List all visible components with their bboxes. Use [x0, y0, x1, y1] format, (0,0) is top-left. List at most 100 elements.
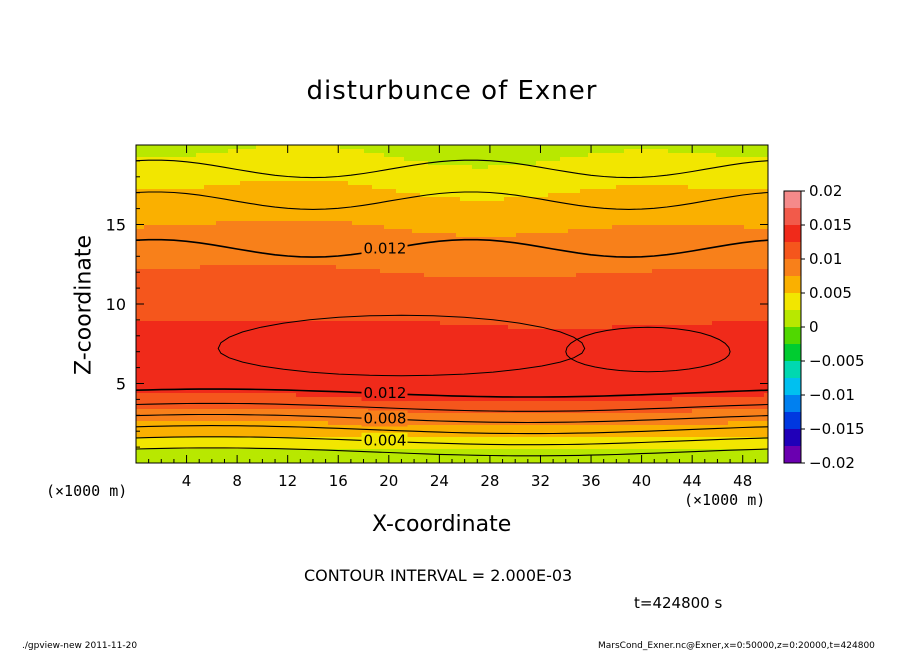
field-cell	[348, 181, 353, 186]
field-cell	[644, 241, 649, 246]
field-cell	[728, 165, 733, 170]
field-cell	[704, 253, 709, 258]
field-cell	[652, 249, 657, 254]
field-cell	[396, 193, 401, 198]
field-cell	[464, 241, 469, 246]
field-cell	[384, 193, 389, 198]
field-cell	[764, 237, 768, 242]
field-cell	[428, 185, 433, 190]
field-cell	[672, 161, 677, 166]
field-cell	[232, 145, 237, 150]
field-cell	[472, 201, 477, 206]
field-cell	[412, 201, 417, 206]
field-cell	[288, 169, 293, 174]
field-cell	[228, 265, 233, 270]
field-cell	[144, 265, 149, 270]
field-cell	[476, 153, 481, 158]
field-cell	[260, 205, 265, 210]
field-cell	[216, 149, 221, 154]
field-cell	[168, 197, 173, 202]
field-cell	[232, 261, 237, 266]
field-cell	[572, 189, 577, 194]
field-cell	[548, 189, 553, 194]
field-cell	[580, 165, 585, 170]
field-cell	[268, 201, 273, 206]
field-cell	[464, 193, 469, 198]
field-cell	[324, 217, 329, 222]
field-cell	[496, 193, 501, 198]
field-cell	[472, 145, 477, 150]
field-cell	[432, 265, 437, 270]
field-cell	[680, 157, 685, 162]
field-cell	[572, 205, 577, 210]
field-cell	[444, 229, 449, 234]
field-cell	[520, 221, 525, 226]
field-cell	[664, 221, 669, 226]
field-cell	[300, 265, 305, 270]
field-cell	[468, 201, 473, 206]
field-cell	[136, 253, 141, 258]
field-cell	[176, 205, 181, 210]
field-cell	[620, 153, 625, 158]
field-cell	[388, 145, 393, 150]
field-cell	[356, 217, 361, 222]
field-cell	[440, 241, 445, 246]
field-cell	[356, 153, 361, 158]
field-cell	[588, 197, 593, 202]
field-cell	[540, 189, 545, 194]
field-cell	[364, 265, 369, 270]
field-cell	[320, 197, 325, 202]
field-cell	[684, 161, 689, 166]
field-cell	[268, 217, 273, 222]
field-cell	[460, 197, 465, 202]
field-cell	[688, 217, 693, 222]
field-cell	[628, 193, 633, 198]
field-cell	[320, 213, 325, 218]
field-cell	[396, 257, 401, 262]
field-cell	[584, 145, 589, 150]
field-cell	[260, 201, 265, 206]
field-cell	[548, 157, 553, 162]
field-cell	[164, 185, 169, 190]
field-cell	[576, 165, 581, 170]
field-cell	[164, 265, 169, 270]
field-cell	[256, 237, 261, 242]
field-cell	[600, 245, 605, 250]
field-cell	[336, 237, 341, 242]
field-cell	[556, 257, 561, 262]
field-cell	[584, 173, 589, 178]
field-cell	[284, 205, 289, 210]
field-cell	[512, 177, 517, 182]
field-cell	[400, 225, 405, 230]
field-cell	[196, 221, 201, 226]
field-cell	[752, 229, 757, 234]
field-cell	[572, 157, 577, 162]
field-cell	[456, 221, 461, 226]
field-cell	[144, 225, 149, 230]
field-cell	[444, 269, 449, 274]
field-cell	[284, 233, 289, 238]
field-cell	[444, 169, 449, 174]
field-cell	[316, 257, 321, 262]
field-cell	[276, 189, 281, 194]
field-cell	[560, 197, 565, 202]
field-cell	[136, 229, 141, 234]
field-cell	[236, 249, 241, 254]
field-cell	[564, 233, 569, 238]
field-cell	[136, 161, 141, 166]
field-cell	[632, 249, 637, 254]
field-cell	[208, 185, 213, 190]
field-cell	[416, 253, 421, 258]
field-cell	[572, 193, 577, 198]
field-cell	[716, 209, 721, 214]
field-cell	[432, 217, 437, 222]
field-cell	[760, 157, 765, 162]
field-cell	[276, 161, 281, 166]
field-cell	[160, 213, 165, 218]
field-cell	[720, 149, 725, 154]
field-cell	[696, 229, 701, 234]
field-cell	[592, 209, 597, 214]
field-cell	[304, 161, 309, 166]
field-cell	[448, 157, 453, 162]
field-cell	[448, 165, 453, 170]
